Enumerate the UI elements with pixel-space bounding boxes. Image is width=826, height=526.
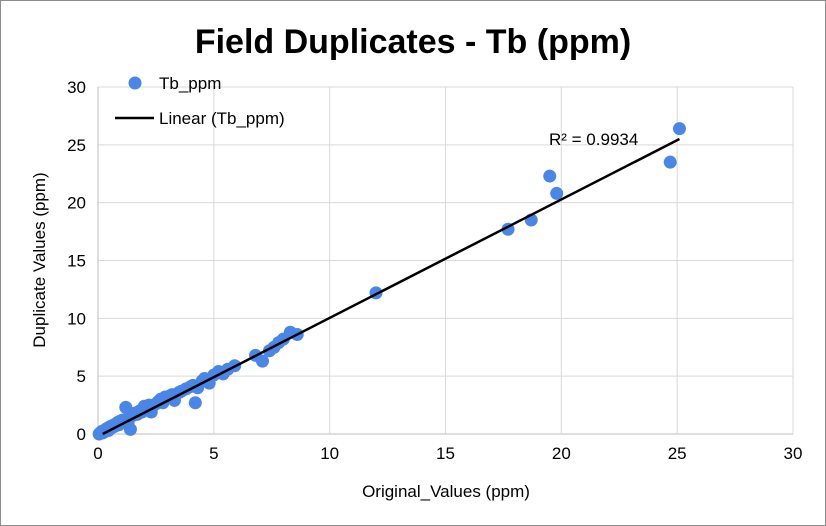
- data-point: [255, 354, 269, 368]
- x-tick-label: 20: [552, 444, 571, 463]
- data-point: [550, 186, 564, 200]
- chart-title: Field Duplicates - Tb (ppm): [195, 23, 631, 61]
- x-tick-label: 10: [320, 444, 339, 463]
- legend-label-linear: Linear (Tb_ppm): [159, 109, 285, 128]
- x-tick-label: 30: [784, 444, 803, 463]
- data-point: [123, 422, 137, 436]
- x-axis-label: Original_Values (ppm): [362, 482, 530, 501]
- legend-marker-tb-ppm: [128, 76, 142, 90]
- y-tick-label: 10: [67, 309, 86, 328]
- gridlines: [97, 86, 794, 435]
- y-tick-label: 30: [67, 78, 86, 97]
- x-tick-label: 25: [668, 444, 687, 463]
- data-point: [543, 169, 557, 183]
- data-point: [663, 155, 677, 169]
- legend-label-tb-ppm: Tb_ppm: [159, 74, 221, 93]
- linear-trendline: [102, 137, 681, 436]
- y-tick-label: 20: [67, 194, 86, 213]
- y-tick-label: 15: [67, 252, 86, 271]
- x-tick-label: 5: [209, 444, 218, 463]
- legend[interactable]: Tb_ppm Linear (Tb_ppm): [115, 74, 285, 128]
- tick-labels: 0 5 10 15 20 25 30 0 5 10 15 20 25 30: [67, 78, 802, 463]
- x-tick-label: 0: [93, 444, 102, 463]
- y-tick-label: 5: [77, 367, 86, 386]
- r-squared-label: R² = 0.9934: [549, 130, 638, 149]
- y-tick-label: 0: [77, 425, 86, 444]
- data-point: [672, 122, 686, 136]
- x-tick-label: 15: [436, 444, 455, 463]
- data-point: [188, 396, 202, 410]
- y-axis-label: Duplicate Values (ppm): [30, 172, 49, 347]
- y-tick-label: 25: [67, 136, 86, 155]
